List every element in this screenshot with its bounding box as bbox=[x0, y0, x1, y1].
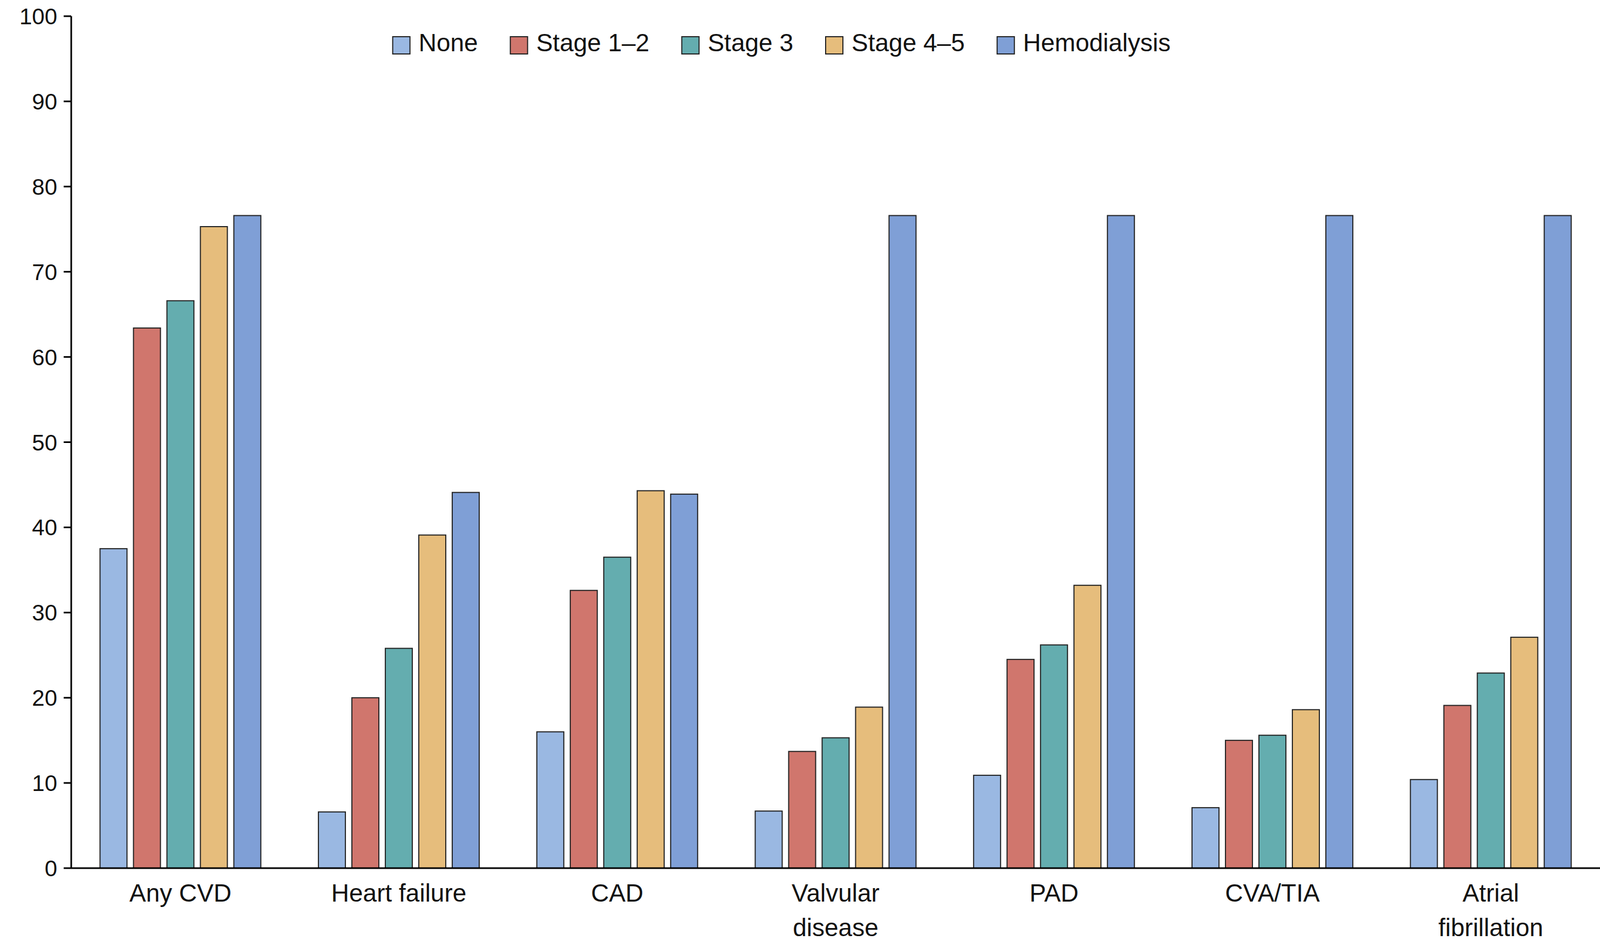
bar bbox=[637, 491, 665, 869]
y-tick bbox=[63, 782, 72, 785]
x-tick-label-line: CAD bbox=[590, 879, 644, 908]
bar bbox=[385, 648, 413, 869]
bar bbox=[452, 492, 480, 869]
legend-label: Hemodialysis bbox=[1023, 28, 1171, 57]
legend-swatch bbox=[392, 36, 411, 54]
y-tick bbox=[63, 356, 72, 358]
y-tick bbox=[63, 15, 72, 18]
y-tick bbox=[63, 100, 72, 102]
y-tick-label: 100 bbox=[19, 3, 58, 30]
legend: None Stage 1–2 Stage 3 Stage 4–5 Hemodialysi… bbox=[392, 28, 1171, 57]
y-tick-label: 50 bbox=[31, 430, 58, 456]
legend-swatch bbox=[510, 36, 528, 54]
legend-label: Stage 1–2 bbox=[536, 28, 650, 57]
x-tick-label-line: CVA/TIA bbox=[1224, 879, 1320, 908]
legend-swatch bbox=[681, 36, 699, 54]
y-tick-label: 80 bbox=[31, 174, 58, 200]
y-tick-label: 40 bbox=[31, 514, 58, 541]
x-tick-label: Atrial fibrillation bbox=[1438, 879, 1543, 942]
y-tick-label: 70 bbox=[31, 259, 58, 285]
bar bbox=[1107, 215, 1135, 869]
bar bbox=[1225, 740, 1253, 869]
x-axis bbox=[71, 867, 1600, 870]
chart: 0 10 20 30 40 50 60 70 80 90 100 Any CVD Heart failu… bbox=[0, 0, 1600, 948]
legend-label: Stage 3 bbox=[707, 28, 794, 57]
bar bbox=[855, 707, 883, 869]
y-tick bbox=[63, 611, 72, 614]
bar bbox=[99, 548, 127, 869]
bar bbox=[1444, 705, 1472, 869]
x-tick-label: Valvular disease bbox=[791, 879, 880, 942]
bar bbox=[200, 226, 228, 869]
bar bbox=[603, 557, 631, 869]
bar bbox=[1192, 807, 1220, 869]
y-tick-label: 90 bbox=[31, 89, 58, 115]
x-tick-label: Heart failure bbox=[331, 879, 467, 908]
y-tick-label: 20 bbox=[31, 685, 58, 711]
x-tick-label: Any CVD bbox=[129, 879, 232, 908]
legend-label: Stage 4–5 bbox=[851, 28, 965, 57]
bar bbox=[1258, 735, 1286, 869]
y-tick bbox=[63, 185, 72, 188]
bar bbox=[351, 697, 379, 869]
y-tick-label: 30 bbox=[31, 600, 58, 626]
y-tick-label: 10 bbox=[31, 770, 58, 796]
bar bbox=[1410, 779, 1438, 869]
bar bbox=[1477, 672, 1505, 869]
y-tick bbox=[63, 697, 72, 699]
x-tick-label: CAD bbox=[590, 879, 644, 908]
x-tick-label: PAD bbox=[1029, 879, 1079, 908]
bars bbox=[99, 215, 1571, 869]
x-tick-label-line: Valvular bbox=[791, 879, 880, 908]
bar bbox=[1510, 637, 1538, 869]
bar bbox=[166, 300, 194, 869]
y-tick bbox=[63, 441, 72, 444]
bar bbox=[318, 812, 346, 869]
bar bbox=[670, 494, 698, 869]
y-tick bbox=[63, 270, 72, 273]
bar bbox=[133, 328, 161, 869]
x-tick-label-line: fibrillation bbox=[1438, 913, 1543, 942]
x-tick-label-line: PAD bbox=[1029, 879, 1079, 908]
bar bbox=[889, 215, 917, 869]
legend-swatch bbox=[997, 36, 1015, 54]
x-tick-label-line: Atrial bbox=[1462, 879, 1520, 908]
bar bbox=[233, 215, 261, 869]
bar bbox=[788, 751, 816, 869]
bar bbox=[1292, 709, 1320, 869]
x-tick-label: CVA/TIA bbox=[1224, 879, 1320, 908]
bar bbox=[755, 811, 783, 869]
x-tick-label-line: Heart failure bbox=[331, 879, 467, 908]
x-tick-label-line: Any CVD bbox=[129, 879, 232, 908]
bar bbox=[570, 590, 598, 869]
x-tick-label-line: disease bbox=[792, 913, 879, 942]
bar bbox=[822, 737, 850, 869]
bar bbox=[418, 535, 446, 869]
y-tick-label: 60 bbox=[31, 344, 58, 371]
y-tick-label: 0 bbox=[44, 855, 58, 882]
legend-label: None bbox=[418, 28, 479, 57]
y-tick bbox=[63, 867, 72, 870]
bar bbox=[1073, 585, 1101, 869]
bar bbox=[536, 731, 564, 869]
bar bbox=[1544, 215, 1572, 869]
bar bbox=[973, 775, 1001, 869]
bar bbox=[1006, 659, 1034, 869]
y-tick bbox=[63, 526, 72, 529]
bar bbox=[1040, 644, 1068, 869]
legend-swatch bbox=[825, 36, 843, 54]
bar bbox=[1325, 215, 1353, 869]
